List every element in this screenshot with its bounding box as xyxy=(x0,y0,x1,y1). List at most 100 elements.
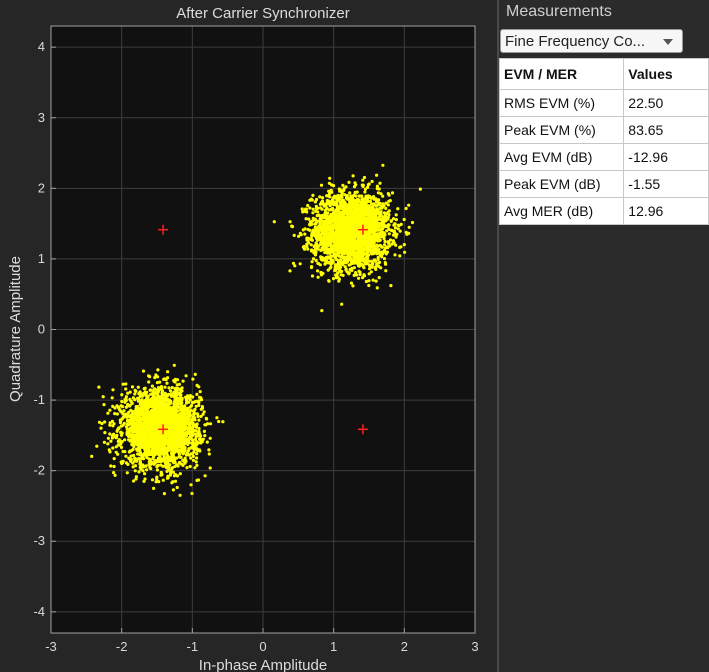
scatter-point xyxy=(153,453,157,457)
scatter-point xyxy=(171,448,176,452)
scatter-point xyxy=(292,233,296,237)
scatter-point xyxy=(361,178,365,182)
scatter-point xyxy=(185,420,189,424)
scatter-point xyxy=(334,273,338,277)
scatter-point xyxy=(202,410,206,414)
scatter-point xyxy=(146,416,150,420)
scatter-point xyxy=(337,217,341,221)
scatter-point xyxy=(362,266,366,270)
scatter-point xyxy=(356,212,360,217)
scatter-point xyxy=(197,418,201,422)
scatter-point xyxy=(159,442,163,446)
scatter-point xyxy=(371,278,375,282)
scatter-point xyxy=(337,277,341,281)
scatter-point xyxy=(418,187,422,191)
scatter-point xyxy=(388,244,392,248)
scatter-point xyxy=(195,423,199,427)
scatter-point xyxy=(145,444,149,448)
scatter-point xyxy=(169,471,173,475)
scatter-point xyxy=(184,434,189,438)
scatter-point xyxy=(373,266,377,270)
scatter-point xyxy=(127,410,131,414)
scatter-point xyxy=(363,207,367,211)
scatter-point xyxy=(313,217,317,221)
scatter-point xyxy=(172,363,176,367)
scatter-point xyxy=(349,281,354,285)
scatter-point xyxy=(174,389,178,393)
scatter-point xyxy=(192,441,196,445)
scatter-point xyxy=(315,197,319,202)
scatter-point xyxy=(198,390,202,394)
scatter-point xyxy=(176,442,180,446)
scatter-point xyxy=(379,210,383,214)
scatter-point xyxy=(165,403,169,407)
scatter-point xyxy=(144,440,148,444)
scatter-point xyxy=(375,173,379,177)
scatter-point xyxy=(152,403,156,407)
scatter-point xyxy=(167,386,171,390)
scatter-point xyxy=(152,406,157,410)
scatter-point xyxy=(192,412,196,416)
scatter-point xyxy=(203,434,207,438)
scatter-point xyxy=(149,467,153,471)
scatter-point xyxy=(129,399,133,403)
scatter-point xyxy=(319,242,323,247)
scatter-point xyxy=(193,407,197,411)
scatter-point xyxy=(176,427,180,431)
scatter-point xyxy=(339,273,343,277)
scatter-point xyxy=(381,219,385,223)
scatter-point xyxy=(153,449,157,453)
scatter-point xyxy=(352,185,357,189)
scatter-point xyxy=(134,475,138,479)
scatter-point xyxy=(179,390,183,394)
scatter-point xyxy=(103,420,107,424)
scatter-point xyxy=(326,249,330,253)
scatter-point xyxy=(184,374,188,378)
scatter-point xyxy=(150,432,154,436)
scatter-point xyxy=(355,273,359,277)
scatter-point xyxy=(381,163,385,167)
scatter-point xyxy=(384,206,388,210)
scatter-point xyxy=(162,492,166,496)
scatter-point xyxy=(358,270,362,274)
scatter-point xyxy=(163,391,167,395)
scatter-point xyxy=(333,200,337,204)
scatter-point xyxy=(126,419,131,423)
scatter-point xyxy=(366,249,371,253)
scatter-point xyxy=(333,231,337,235)
scatter-point xyxy=(208,466,212,470)
scatter-point xyxy=(140,394,145,398)
scatter-point xyxy=(402,217,406,222)
scatter-point xyxy=(138,390,142,394)
scatter-point xyxy=(356,263,360,268)
scatter-point xyxy=(185,427,190,431)
scatter-point xyxy=(347,208,351,212)
scatter-point xyxy=(328,221,332,225)
scatter-point xyxy=(380,255,384,259)
scatter-point xyxy=(313,229,317,233)
scatter-point xyxy=(372,241,376,246)
scatter-point xyxy=(310,238,314,242)
scatter-point xyxy=(166,376,170,380)
scatter-point xyxy=(340,269,344,273)
scatter-point xyxy=(156,393,160,397)
scatter-point xyxy=(185,466,189,470)
scatter-point xyxy=(327,279,331,283)
scatter-point xyxy=(142,429,146,433)
scatter-point xyxy=(331,198,335,203)
scatter-point xyxy=(272,220,276,224)
scatter-point xyxy=(157,386,161,390)
scatter-point xyxy=(290,225,295,229)
scatter-point xyxy=(97,385,101,389)
scatter-point xyxy=(205,417,209,421)
scatter-point xyxy=(332,238,336,242)
scatter-point xyxy=(113,412,117,416)
scatter-point xyxy=(341,207,345,211)
scatter-point xyxy=(108,421,112,425)
scatter-point xyxy=(129,426,133,430)
scatter-point xyxy=(375,203,379,207)
scatter-point xyxy=(322,234,326,239)
scatter-point xyxy=(365,246,369,250)
scatter-point xyxy=(163,413,167,417)
